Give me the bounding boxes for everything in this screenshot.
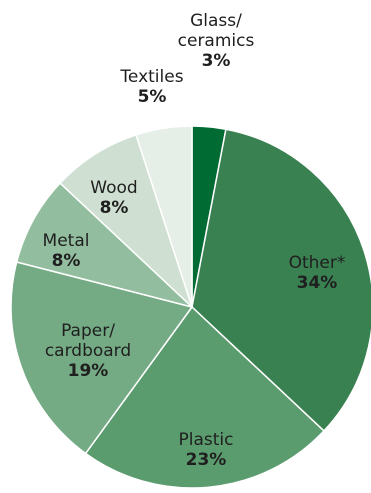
pie-slice-plastic [84, 306, 325, 489]
slice-name: cardboard [45, 341, 131, 361]
pie-slice-wood [59, 134, 193, 308]
slice-percent: 3% [202, 51, 231, 71]
slice-percent: 23% [186, 450, 227, 470]
slice-label-other: Other*34% [289, 253, 346, 293]
slice-name: Wood [90, 178, 137, 198]
slice-percent: 8% [100, 198, 129, 218]
pie-slice-metal [15, 182, 193, 308]
slice-name: Textiles [119, 67, 183, 87]
slice-name: ceramics [178, 31, 255, 51]
slice-percent: 8% [52, 251, 81, 271]
pie-slice-textiles [135, 125, 193, 308]
slice-name: Plastic [179, 430, 234, 450]
pie-slice-paper-cardboard [10, 261, 193, 455]
pie-slice-other [191, 128, 371, 432]
slice-name: Paper/ [61, 321, 115, 341]
slice-name: Glass/ [190, 11, 242, 31]
pie-slices [10, 125, 371, 489]
slice-percent: 34% [297, 273, 338, 293]
slice-name: Other* [289, 253, 346, 273]
slice-percent: 5% [138, 87, 167, 107]
slice-name: Metal [43, 231, 90, 251]
slice-percent: 19% [68, 361, 109, 381]
